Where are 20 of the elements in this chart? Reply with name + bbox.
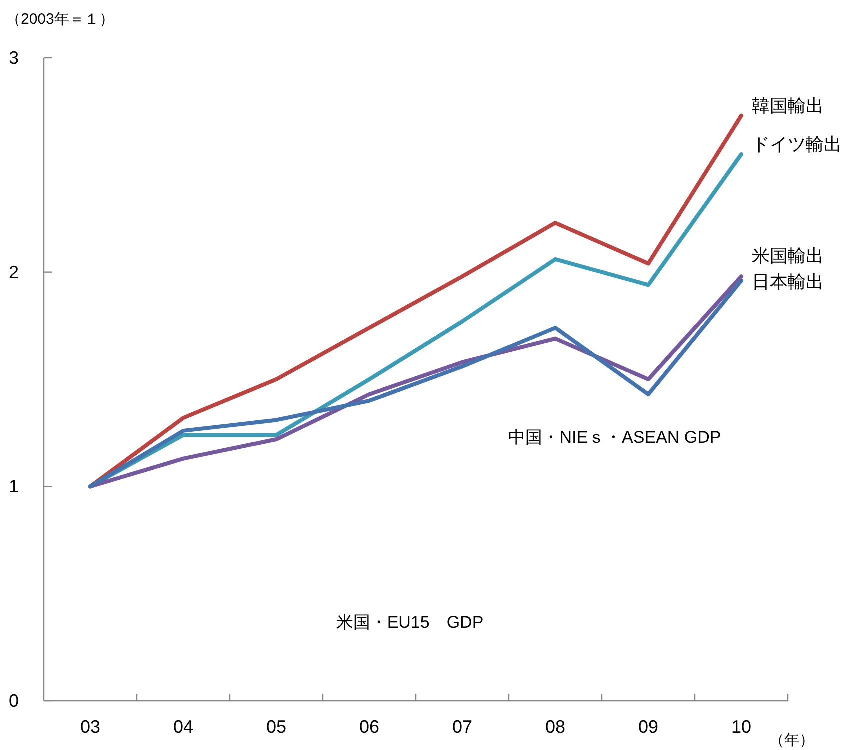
x-tick-label: 08 bbox=[545, 717, 566, 737]
x-axis-title: （年） bbox=[770, 732, 814, 749]
series-label: 日本輸出 bbox=[752, 272, 824, 292]
x-tick-label: 07 bbox=[452, 717, 473, 737]
x-tick-label: 04 bbox=[173, 717, 194, 737]
x-tick-label: 03 bbox=[80, 717, 101, 737]
x-tick-label: 05 bbox=[266, 717, 287, 737]
y-tick-label: 0 bbox=[8, 691, 20, 711]
annotation: 米国・EU15 GDP bbox=[336, 613, 484, 632]
x-tick-label: 10 bbox=[731, 717, 752, 737]
annotation: 中国・NIEｓ・ASEAN GDP bbox=[508, 428, 722, 447]
series-label: ドイツ輸出 bbox=[752, 134, 841, 154]
x-tick-label: 06 bbox=[359, 717, 380, 737]
series-label: 韓国輸出 bbox=[752, 96, 824, 116]
y-tick-label: 3 bbox=[8, 48, 20, 68]
x-tick-label: 09 bbox=[638, 717, 659, 737]
series-label: 米国輸出 bbox=[752, 246, 824, 266]
y-tick-label: 1 bbox=[8, 476, 20, 497]
y-tick-label: 2 bbox=[8, 262, 20, 282]
y-axis-title: （2003年＝１） bbox=[6, 11, 114, 28]
